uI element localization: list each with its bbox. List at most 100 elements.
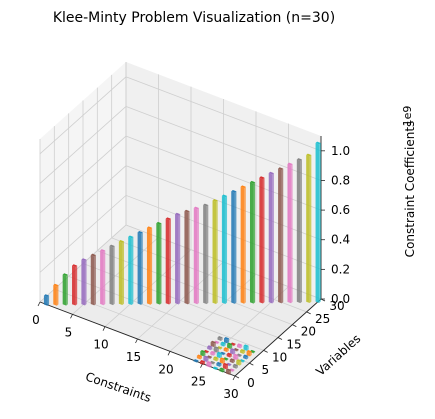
chart-title: Klee-Minty Problem Visualization (n=30): [53, 10, 335, 26]
bar-diagonal: [137, 230, 143, 305]
bar-low: [193, 359, 199, 363]
bar-diagonal: [53, 283, 59, 306]
bar-low: [229, 358, 235, 364]
bar-diagonal: [221, 194, 228, 304]
bar-low: [210, 350, 216, 356]
y-tick-label: 15: [286, 338, 301, 352]
x-tick-label: 20: [158, 362, 173, 376]
y-tick-mark: [277, 337, 283, 340]
bar-low: [226, 352, 232, 358]
bar-diagonal: [109, 244, 115, 306]
grid-line-z-left: [39, 106, 127, 184]
bar-low: [203, 355, 209, 362]
z-tick-label: 0.8: [331, 173, 350, 187]
bar-low: [225, 368, 232, 375]
bar-diagonal: [165, 217, 171, 305]
bar-low: [236, 359, 242, 366]
x-tick-mark: [37, 301, 41, 307]
bar-diagonal: [146, 226, 153, 305]
grid-line-y: [82, 263, 279, 338]
bar-diagonal: [43, 294, 50, 306]
tick-labels: 0510152025300510152025300.00.20.40.60.81…: [32, 144, 350, 401]
bar-diagonal: [156, 221, 162, 305]
bar-low: [217, 336, 223, 342]
z-tick-label: 0.4: [331, 233, 350, 247]
grid-line-z-left: [39, 165, 127, 244]
bar-diagonal: [249, 180, 256, 304]
y-tick-mark: [263, 349, 268, 353]
bar-low: [240, 348, 246, 354]
bar-low: [210, 340, 216, 348]
grid-line-z-left: [39, 135, 127, 214]
bar-low: [213, 346, 219, 353]
x-tick-label: 10: [93, 338, 108, 352]
y-tick-label: 5: [262, 363, 270, 377]
bar-low: [237, 343, 243, 349]
bar-diagonal: [175, 212, 181, 305]
bar-low: [223, 347, 229, 353]
bar-diagonal: [72, 264, 78, 306]
bar-low: [224, 337, 230, 344]
bar-low: [200, 349, 206, 357]
grid-line-z-left: [39, 195, 127, 273]
y-tick-mark: [292, 324, 297, 328]
bar-low: [227, 342, 233, 350]
bar-diagonal: [306, 153, 312, 304]
bar-diagonal: [240, 185, 246, 304]
z-tick-label: 0.2: [331, 262, 350, 276]
x-tick-mark: [102, 326, 106, 331]
z-offset-label: 1e9: [401, 106, 414, 127]
y-tick-label: 0: [247, 376, 255, 390]
x-tick-label: 30: [223, 387, 238, 401]
bar-low: [243, 354, 249, 360]
bar-diagonal: [278, 167, 284, 304]
z-tick-label: 0.6: [331, 203, 350, 217]
grid-line-y: [111, 237, 307, 313]
bar-diagonal: [259, 176, 265, 304]
x-axis-label: Constraints: [84, 369, 153, 405]
bar-diagonal: [90, 253, 96, 306]
bar-low: [213, 356, 219, 362]
bar-diagonal: [287, 162, 293, 304]
y-tick-mark: [249, 362, 254, 366]
x-tick-label: 5: [65, 325, 73, 339]
bar-diagonal: [315, 141, 321, 303]
y-tick-label: 20: [301, 325, 316, 339]
y-tick-mark: [306, 311, 311, 315]
bar-diagonal: [128, 235, 134, 305]
x-tick-mark: [200, 363, 203, 368]
y-tick-label: 10: [272, 350, 287, 364]
bar-low: [232, 363, 238, 369]
x-tick-mark: [135, 338, 138, 344]
bar-low: [219, 357, 225, 364]
bar-diagonal: [231, 189, 237, 304]
bar-low: [222, 362, 229, 370]
bar-low: [212, 366, 219, 370]
bar-low: [220, 341, 226, 347]
bar-diagonal: [184, 209, 190, 305]
bar-low: [230, 348, 236, 355]
bar-diagonal: [268, 171, 274, 304]
bar-low: [207, 345, 213, 351]
bar-diagonal: [100, 249, 106, 306]
bar-low: [206, 361, 212, 368]
x-tick-label: 15: [126, 350, 141, 364]
grid-line-z-back: [125, 76, 322, 152]
bar-low: [196, 354, 203, 360]
bar-low: [216, 361, 222, 367]
bars-group: [43, 141, 321, 375]
bar-diagonal: [62, 273, 68, 306]
bar-diagonal: [81, 258, 87, 306]
z-axis-label: Constraint Coefficients: [403, 121, 417, 258]
bar-low: [216, 351, 222, 359]
bar-diagonal: [296, 158, 302, 304]
z-tick-label: 0.0: [331, 292, 350, 306]
bar-diagonal: [118, 240, 125, 306]
grid-line-z-left: [39, 76, 127, 155]
x-tick-mark: [232, 375, 236, 381]
x-tick-label: 0: [32, 313, 40, 327]
y-tick-mark: [234, 375, 240, 379]
bar-diagonal: [212, 199, 218, 305]
bar-low: [233, 353, 239, 361]
bar-diagonal: [193, 206, 199, 305]
